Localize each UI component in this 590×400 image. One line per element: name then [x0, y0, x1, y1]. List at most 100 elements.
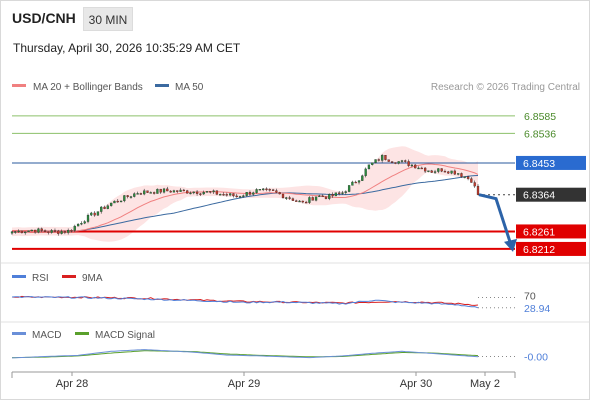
resistance-label: 6.8585	[524, 111, 556, 123]
macd-value-label: -0.00	[524, 352, 548, 364]
candle-body	[466, 176, 470, 179]
candle-body	[106, 205, 109, 209]
ma50-legend-label: MA 50	[175, 82, 204, 93]
candle-body	[404, 160, 407, 162]
candle-body	[116, 200, 119, 203]
candle-body	[258, 189, 262, 191]
x-axis-tick-label: May 2	[470, 378, 500, 390]
candle-body	[265, 188, 268, 191]
candle-body	[357, 180, 361, 183]
candle-body	[268, 189, 271, 191]
candle-body	[179, 189, 182, 192]
candle-body	[70, 230, 73, 232]
rsi-ma-legend-label: 9MA	[82, 273, 103, 284]
macd-signal-legend-label: MACD Signal	[95, 330, 155, 341]
candle-body	[321, 195, 324, 198]
candle-body	[291, 198, 295, 201]
symbol-title: USD/CNH	[12, 10, 76, 26]
candle-body	[34, 229, 37, 233]
candle-body	[347, 185, 351, 192]
current-price-tag	[516, 187, 586, 202]
candle-body	[311, 197, 314, 201]
candle-body	[50, 230, 53, 233]
candle-body	[367, 164, 371, 170]
candle-body	[228, 193, 232, 196]
rsi-ma-legend-swatch	[62, 275, 76, 278]
candle-body	[149, 192, 152, 194]
candle-body	[437, 168, 440, 172]
candle-body	[394, 162, 397, 164]
candle-body	[90, 212, 93, 216]
candle-body	[278, 192, 281, 195]
candle-body	[470, 178, 473, 183]
candle-body	[189, 192, 192, 195]
candle-body	[341, 192, 344, 194]
candle-body	[252, 192, 255, 195]
candle-body	[86, 214, 90, 222]
candle-body	[80, 223, 83, 225]
candle-body	[123, 195, 126, 202]
candle-body	[195, 191, 199, 194]
candle-body	[318, 195, 321, 198]
candle-body	[176, 190, 179, 192]
candle-body	[334, 192, 338, 197]
candle-body	[30, 229, 33, 232]
candle-body	[397, 161, 400, 164]
candle-body	[473, 182, 476, 187]
candle-body	[10, 231, 14, 234]
candle-body	[76, 223, 80, 227]
candle-body	[222, 194, 225, 196]
candle-body	[354, 181, 357, 184]
candle-body	[235, 195, 238, 198]
ma20-legend-swatch	[12, 84, 26, 87]
timeframe-button[interactable]: 30 MIN	[83, 7, 133, 31]
candle-body	[20, 230, 24, 233]
candle-body	[443, 171, 447, 173]
candle-body	[453, 170, 456, 175]
macd-legend-swatch	[12, 332, 26, 335]
candle-body	[288, 197, 291, 199]
candle-body	[410, 164, 414, 167]
candle-body	[275, 190, 278, 193]
candle-body	[440, 168, 443, 172]
support-price-label: 6.8261	[523, 226, 555, 238]
candle-body	[96, 211, 100, 216]
candle-body	[361, 175, 364, 181]
rsi-legend-swatch	[12, 275, 26, 278]
candle-body	[390, 161, 394, 163]
current-price-label: 6.8364	[523, 190, 555, 202]
candle-body	[219, 194, 222, 196]
candle-body	[407, 161, 410, 166]
credit-text: Research © 2026 Trading Central	[431, 82, 580, 93]
candle-body	[463, 176, 466, 178]
candle-body	[308, 197, 311, 203]
candle-body	[433, 171, 437, 173]
candle-body	[24, 231, 27, 234]
macd-legend-label: MACD	[32, 330, 61, 341]
pivot-price-label: 6.8453	[523, 158, 555, 170]
candle-body	[53, 230, 57, 232]
candle-body	[166, 188, 169, 192]
candle-body	[371, 162, 374, 165]
candle-body	[351, 181, 354, 186]
candle-body	[14, 231, 17, 233]
candle-body	[476, 185, 480, 195]
candle-body	[248, 192, 252, 195]
timestamp: Thursday, April 30, 2026 10:35:29 AM CET	[13, 41, 241, 55]
candle-body	[192, 191, 195, 194]
support-price-label: 6.8212	[523, 244, 555, 256]
candle-body	[285, 197, 288, 199]
rsi-legend-label: RSI	[32, 273, 49, 284]
candle-body	[255, 189, 258, 193]
candle-body	[73, 225, 76, 231]
candle-body	[377, 159, 380, 161]
candle-body	[245, 192, 248, 196]
candle-body	[328, 194, 331, 199]
candle-body	[212, 190, 215, 193]
candle-body	[301, 200, 304, 203]
candle-body	[262, 188, 265, 191]
candle-body	[414, 164, 417, 169]
rsi-70-label: 70	[524, 291, 536, 303]
candle-body	[162, 188, 166, 193]
